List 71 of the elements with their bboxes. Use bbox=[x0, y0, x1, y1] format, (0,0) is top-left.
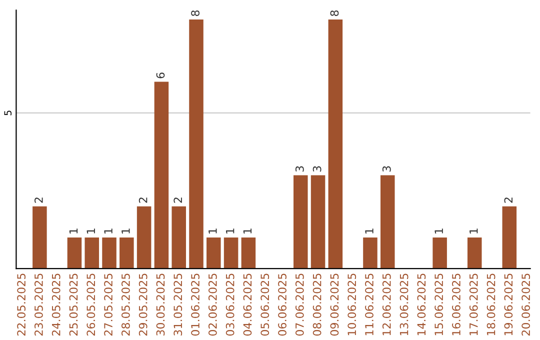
data-label: 3 bbox=[295, 166, 304, 172]
data-label: 1 bbox=[470, 228, 478, 234]
x-tick-label: 15.06.2025 bbox=[434, 274, 444, 336]
bar bbox=[102, 237, 116, 269]
x-tick-label: 04.06.2025 bbox=[243, 274, 252, 336]
x-tick-label: 27.05.2025 bbox=[104, 274, 112, 336]
data-label: 1 bbox=[434, 228, 443, 234]
data-label: 1 bbox=[86, 228, 95, 234]
data-label: 6 bbox=[156, 72, 165, 78]
x-tick-label: 29.05.2025 bbox=[138, 274, 148, 336]
data-label: 1 bbox=[122, 228, 130, 234]
bar bbox=[328, 20, 343, 269]
x-tick-label: 28.05.2025 bbox=[121, 274, 130, 336]
data-label: 2 bbox=[504, 198, 512, 203]
data-label: 1 bbox=[104, 228, 112, 234]
x-tick-label: 25.05.2025 bbox=[69, 274, 78, 336]
x-tick-label: 17.06.2025 bbox=[469, 274, 478, 336]
x-tick-label: 01.06.2025 bbox=[191, 274, 200, 336]
bar bbox=[136, 206, 152, 269]
x-tick-label: 09.06.2025 bbox=[330, 274, 339, 336]
x-tick-label: 22.05.2025 bbox=[17, 274, 26, 336]
bar bbox=[120, 237, 134, 269]
data-label: 2 bbox=[138, 198, 148, 203]
bar bbox=[502, 206, 517, 269]
bar bbox=[310, 175, 326, 269]
bar bbox=[380, 175, 395, 269]
x-tick-label: 13.06.2025 bbox=[400, 274, 408, 336]
bar bbox=[67, 237, 82, 269]
x-tick-label: 07.06.2025 bbox=[295, 274, 304, 336]
bar bbox=[206, 237, 221, 269]
x-tick-label: 30.05.2025 bbox=[156, 274, 165, 336]
bar bbox=[172, 206, 186, 269]
x-tick-label: 23.05.2025 bbox=[34, 274, 43, 336]
bar bbox=[189, 20, 204, 269]
bar bbox=[84, 237, 100, 269]
data-label: 8 bbox=[330, 10, 339, 16]
x-tick-label: 06.06.2025 bbox=[278, 274, 286, 336]
x-tick-label: 10.06.2025 bbox=[348, 274, 356, 336]
x-tick-label: 14.06.2025 bbox=[417, 274, 426, 336]
data-label: 2 bbox=[34, 198, 43, 203]
data-label: 1 bbox=[226, 228, 234, 234]
x-tick-label: 31.05.2025 bbox=[174, 274, 182, 336]
x-tick-label: 20.06.2025 bbox=[522, 274, 530, 336]
x-tick-label: 16.06.2025 bbox=[452, 274, 460, 336]
x-tick-label: 05.06.2025 bbox=[260, 274, 270, 336]
x-tick-label: 02.06.2025 bbox=[208, 274, 217, 336]
data-label: 1 bbox=[243, 228, 252, 234]
data-label: 2 bbox=[174, 198, 182, 203]
bar bbox=[154, 82, 169, 269]
bar bbox=[432, 237, 447, 269]
x-tick-label: 24.05.2025 bbox=[52, 274, 60, 336]
bar bbox=[294, 175, 308, 269]
x-tick-label: 19.06.2025 bbox=[504, 274, 513, 336]
x-tick-label: 11.06.2025 bbox=[365, 274, 374, 336]
data-label: 1 bbox=[208, 228, 217, 234]
data-label: 3 bbox=[382, 166, 391, 172]
bar bbox=[241, 237, 256, 269]
bar bbox=[32, 206, 47, 269]
data-label: 8 bbox=[191, 10, 200, 16]
bar bbox=[224, 237, 238, 269]
x-tick-label: 03.06.2025 bbox=[226, 274, 234, 336]
y-tick-label: 5 bbox=[4, 110, 12, 116]
x-tick-label: 26.05.2025 bbox=[86, 274, 96, 336]
data-label: 3 bbox=[312, 166, 322, 172]
x-tick-label: 18.06.2025 bbox=[486, 274, 496, 336]
bar bbox=[363, 237, 378, 269]
data-label: 1 bbox=[365, 228, 374, 234]
x-tick-label: 08.06.2025 bbox=[312, 274, 322, 336]
bar bbox=[467, 237, 482, 269]
x-tick-label: 12.06.2025 bbox=[382, 274, 391, 336]
data-label: 1 bbox=[69, 228, 78, 234]
